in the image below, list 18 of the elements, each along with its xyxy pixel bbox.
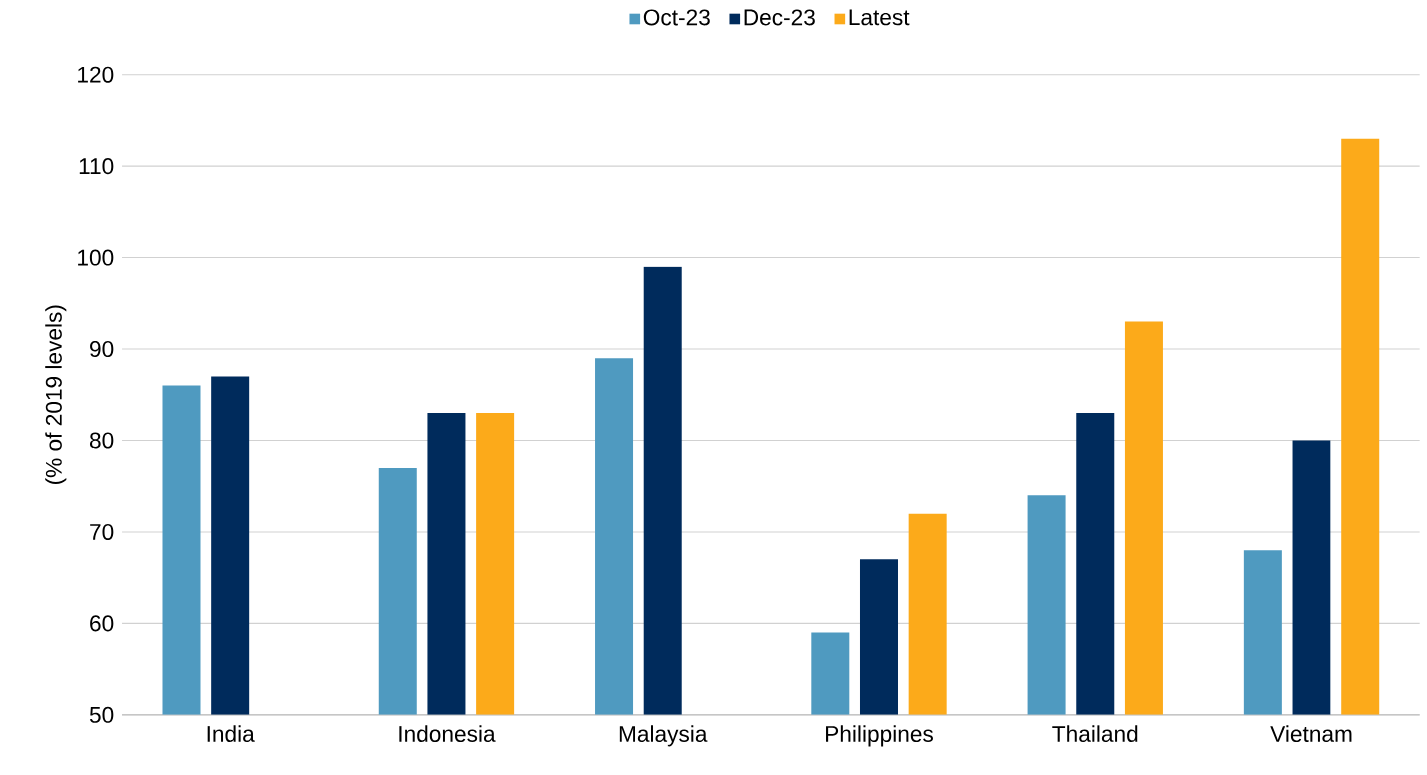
y-tick-label: 90 [90, 341, 114, 358]
legend-label: Dec-23 [744, 9, 815, 26]
y-tick-label: 80 [89, 432, 114, 449]
x-tick-label: Vietnam [1270, 725, 1352, 743]
legend-label: Oct-23 [643, 9, 710, 26]
y-tick-label: 100 [78, 249, 114, 266]
y-tick-label: 110 [79, 158, 114, 175]
y-tick-label: 120 [78, 66, 114, 83]
x-tick-label: Thailand [1052, 725, 1138, 743]
x-tick-label: Philippines [826, 725, 933, 747]
y-tick-label: 70 [90, 523, 114, 541]
y-tick-label: 50 [89, 706, 114, 723]
x-tick-label: India [207, 725, 255, 743]
legend-label: Latest [849, 9, 910, 26]
x-tick-label: Malaysia [619, 725, 708, 747]
x-tick-label: Indonesia [399, 725, 496, 743]
y-tick-label: 60 [90, 615, 114, 632]
y-axis-title: (% of 2019 levels) [45, 305, 67, 485]
